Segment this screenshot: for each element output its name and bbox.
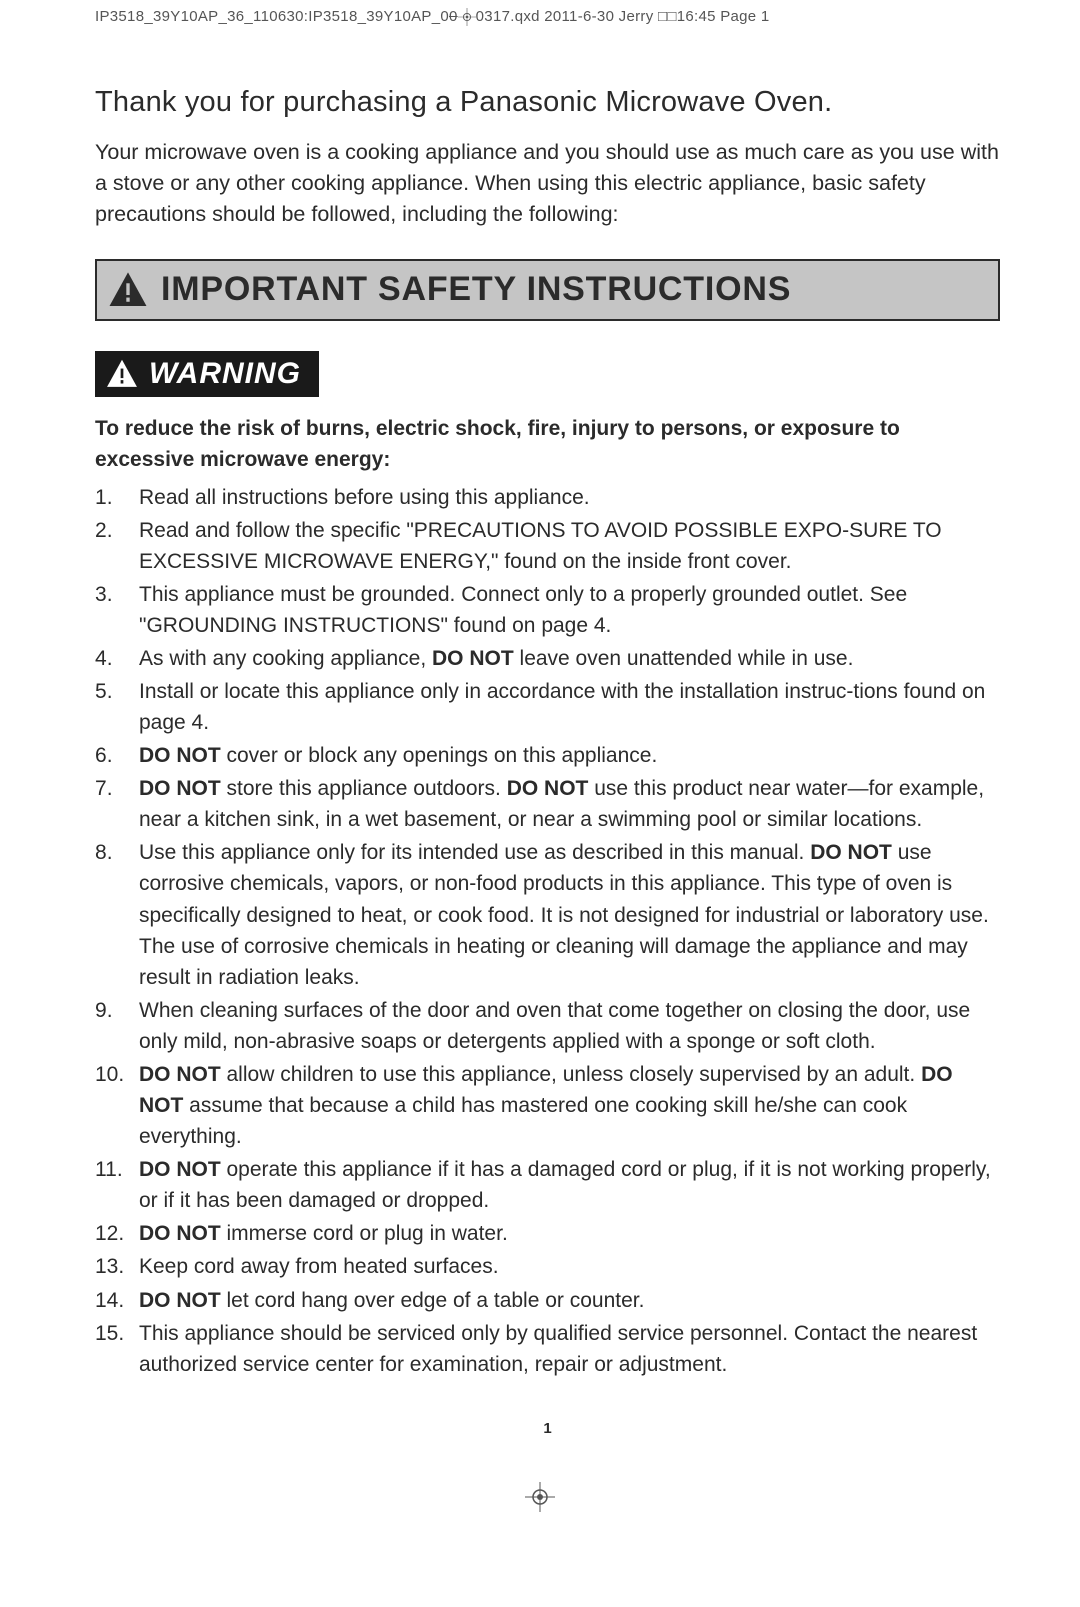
header-text: 0 bbox=[449, 8, 458, 25]
safety-banner-text: IMPORTANT SAFETY INSTRUCTIONS bbox=[161, 270, 791, 309]
body-text: This appliance should be serviced only b… bbox=[139, 1322, 977, 1376]
warning-triangle-icon bbox=[107, 269, 149, 311]
warning-badge-text: WARNING bbox=[149, 357, 301, 391]
page: IP3518_39Y10AP_36_110630:IP3518_39Y10AP_… bbox=[0, 0, 1080, 1477]
page-number: 1 bbox=[95, 1420, 1000, 1437]
body-text: cover or block any openings on this appl… bbox=[221, 744, 658, 767]
body-text: Keep cord away from heated surfaces. bbox=[139, 1255, 499, 1278]
body-text: DO NOT bbox=[139, 1158, 221, 1181]
body-text: This appliance must be grounded. Connect… bbox=[139, 583, 907, 637]
list-item: When cleaning surfaces of the door and o… bbox=[95, 995, 1000, 1057]
list-item: Read all instructions before using this … bbox=[95, 482, 1000, 513]
list-item: DO NOT let cord hang over edge of a tabl… bbox=[95, 1285, 1000, 1316]
body-text: let cord hang over edge of a table or co… bbox=[221, 1289, 645, 1312]
list-item: DO NOT immerse cord or plug in water. bbox=[95, 1218, 1000, 1249]
list-item: DO NOT operate this appliance if it has … bbox=[95, 1154, 1000, 1216]
body-text: Use this appliance only for its intended… bbox=[139, 841, 810, 864]
body-text: DO NOT bbox=[139, 744, 221, 767]
list-item: As with any cooking appliance, DO NOT le… bbox=[95, 643, 1000, 674]
body-text: allow children to use this appliance, un… bbox=[221, 1063, 921, 1086]
list-item: DO NOT cover or block any openings on th… bbox=[95, 740, 1000, 771]
print-header: IP3518_39Y10AP_36_110630:IP3518_39Y10AP_… bbox=[95, 8, 1000, 26]
list-item: This appliance should be serviced only b… bbox=[95, 1318, 1000, 1380]
body-text: DO NOT bbox=[810, 841, 892, 864]
body-text: As with any cooking appliance, bbox=[139, 647, 432, 670]
body-text: DO NOT bbox=[139, 1222, 221, 1245]
body-text: Read and follow the specific "PRECAUTION… bbox=[139, 519, 942, 573]
header-text: 0317.qxd 2011-6-30 Jerry □□16:45 Page 1 bbox=[476, 8, 770, 25]
body-text: When cleaning surfaces of the door and o… bbox=[139, 999, 970, 1053]
list-item: Keep cord away from heated surfaces. bbox=[95, 1251, 1000, 1282]
header-text: IP3518_39Y10AP_36_110630:IP3518_39Y10AP_… bbox=[95, 8, 449, 25]
body-text: operate this appliance if it has a damag… bbox=[139, 1158, 991, 1212]
registration-mark-icon bbox=[525, 1482, 555, 1512]
body-text: immerse cord or plug in water. bbox=[221, 1222, 508, 1245]
body-text: Install or locate this appliance only in… bbox=[139, 680, 985, 734]
page-title: Thank you for purchasing a Panasonic Mic… bbox=[95, 86, 1000, 119]
body-text: leave oven unattended while in use. bbox=[514, 647, 854, 670]
body-text: DO NOT bbox=[139, 1063, 221, 1086]
body-text: DO NOT bbox=[139, 1289, 221, 1312]
intro-paragraph: Your microwave oven is a cooking applian… bbox=[95, 137, 1000, 231]
warning-triangle-icon bbox=[105, 357, 139, 391]
safety-instructions-banner: IMPORTANT SAFETY INSTRUCTIONS bbox=[95, 259, 1000, 321]
list-item: Use this appliance only for its intended… bbox=[95, 837, 1000, 992]
warning-badge: WARNING bbox=[95, 351, 319, 397]
list-item: DO NOT store this appliance outdoors. DO… bbox=[95, 773, 1000, 835]
body-text: DO NOT bbox=[507, 777, 589, 800]
warning-lead: To reduce the risk of burns, electric sh… bbox=[95, 413, 1000, 476]
body-text: assume that because a child has mastered… bbox=[139, 1094, 907, 1148]
list-item: This appliance must be grounded. Connect… bbox=[95, 579, 1000, 641]
body-text: Read all instructions before using this … bbox=[139, 486, 590, 509]
body-text: store this appliance outdoors. bbox=[221, 777, 507, 800]
list-item: Read and follow the specific "PRECAUTION… bbox=[95, 515, 1000, 577]
list-item: DO NOT allow children to use this applia… bbox=[95, 1059, 1000, 1152]
list-item: Install or locate this appliance only in… bbox=[95, 676, 1000, 738]
registration-mark-icon bbox=[458, 8, 476, 26]
instruction-list: Read all instructions before using this … bbox=[95, 482, 1000, 1380]
body-text: DO NOT bbox=[139, 777, 221, 800]
body-text: DO NOT bbox=[432, 647, 514, 670]
